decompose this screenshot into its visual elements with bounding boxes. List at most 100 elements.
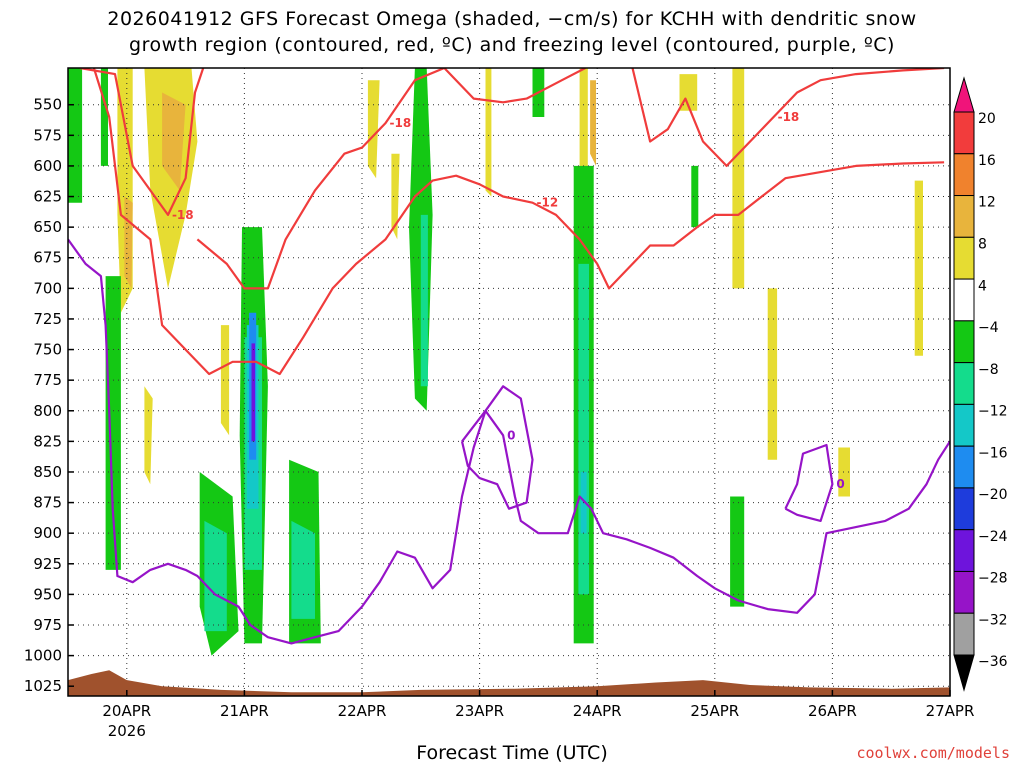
colorbar-swatch-0 (953, 111, 975, 155)
x-tick-label-20APR: 20APR (102, 702, 151, 720)
colorbar: 20 16 12 8 4 −4 −8 −12 −16 −20 −24 −28 −32 −36 (953, 76, 1008, 692)
colorbar-swatch-7 (953, 403, 975, 447)
omega-region-5 (220, 325, 230, 436)
colorbar-label-4: 4 (978, 278, 987, 294)
omega-region-25 (251, 343, 255, 442)
y-tick-label-950: 950 (33, 585, 62, 603)
omega-region-7 (391, 153, 400, 240)
omega-region-13 (767, 288, 778, 460)
colorbar-swatch-9 (953, 487, 975, 531)
x-tick-label-22APR: 22APR (338, 702, 387, 720)
x-tick-label-25APR: 25APR (690, 702, 739, 720)
freezing-contour-label-2: 0 (836, 477, 844, 491)
omega-shading-layer (68, 68, 923, 656)
y-tick-label-800: 800 (33, 402, 62, 420)
colorbar-label-11: −28 (978, 571, 1008, 587)
y-tick-label-825: 825 (33, 432, 62, 450)
colorbar-label-13: −36 (978, 654, 1008, 670)
omega-region-14 (914, 180, 923, 356)
omega-region-3 (162, 92, 186, 191)
dendritic-contour-label-2: -18 (778, 110, 800, 124)
colorbar-swatch-11 (953, 570, 975, 614)
colorbar-label-5: −4 (978, 320, 999, 336)
colorbar-label-6: −8 (978, 362, 999, 378)
x-tick-label-27APR: 27APR (926, 702, 975, 720)
dendritic-contour-label-0: -18 (172, 208, 194, 222)
colorbar-label-12: −32 (978, 612, 1008, 628)
omega-region-20 (204, 520, 227, 632)
y-tick-label-625: 625 (33, 188, 62, 206)
y-tick-label-1025: 1025 (24, 677, 62, 695)
dendritic-contour-1 (196, 68, 586, 290)
freezing-contour-0 (68, 238, 950, 645)
colorbar-swatch-2 (953, 195, 975, 238)
omega-region-4 (144, 386, 153, 485)
x-tick-label-24APR: 24APR (573, 702, 622, 720)
dendritic-contour-3 (92, 68, 945, 376)
freezing-contour-1 (460, 385, 534, 510)
colorbar-label-8: −16 (978, 445, 1008, 461)
grid-layer (68, 68, 951, 696)
y-tick-label-750: 750 (33, 341, 62, 359)
omega-region-1 (124, 196, 133, 289)
omega-region-18 (105, 276, 121, 570)
colorbar-label-10: −24 (978, 529, 1008, 545)
colorbar-label-1: 16 (978, 153, 996, 169)
colorbar-swatch-6 (953, 362, 975, 405)
y-tick-label-700: 700 (33, 279, 62, 297)
terrain-layer (68, 670, 950, 696)
omega-region-10 (590, 80, 596, 166)
x-tick-label-23APR: 23APR (455, 702, 504, 720)
dendritic-contour-2 (631, 68, 945, 167)
y-axis: 550 575 600 625 650 675 700 725 750 775 800 825 850 8… (24, 96, 74, 695)
y-tick-label-650: 650 (33, 218, 62, 236)
omega-region-29 (420, 214, 428, 387)
colorbar-swatch-8 (953, 445, 975, 489)
colorbar-swatch-4 (953, 278, 975, 322)
colorbar-swatch-3 (953, 236, 975, 280)
x-tick-sublabel-20APR: 2026 (108, 722, 146, 740)
colorbar-swatch-1 (953, 153, 975, 197)
omega-region-8 (485, 68, 492, 197)
chart-title-line-2: growth region (contoured, red, ºC) and f… (129, 34, 895, 56)
colorbar-swatch-12 (953, 612, 975, 656)
colorbar-label-2: 12 (978, 195, 996, 211)
freezing-contour-2 (784, 443, 834, 522)
freezing-contour-label-0: 0 (507, 428, 515, 442)
y-tick-label-925: 925 (33, 555, 62, 573)
colorbar-swatch-10 (953, 529, 975, 572)
omega-region-15 (838, 447, 850, 497)
x-axis-label: Forecast Time (UTC) (416, 742, 608, 764)
y-tick-label-975: 975 (33, 616, 62, 634)
colorbar-swatch-5 (953, 320, 975, 364)
colorbar-label-7: −12 (978, 404, 1008, 420)
omega-region-17 (100, 68, 108, 166)
omega-region-27 (291, 520, 315, 619)
credit-text: coolwx.com/models (856, 744, 1010, 762)
y-tick-label-1000: 1000 (24, 647, 62, 665)
colorbar-bottom-triangle (953, 654, 975, 692)
y-tick-label-575: 575 (33, 126, 62, 144)
dendritic-contour-0 (79, 68, 205, 216)
terrain-fill (68, 670, 950, 696)
contour-layer: -18 -18 -18 -12 0 0 (68, 68, 950, 645)
omega-region-35 (730, 496, 745, 607)
colorbar-label-9: −20 (978, 487, 1008, 503)
x-tick-label-26APR: 26APR (808, 702, 857, 720)
omega-region-32 (578, 263, 589, 595)
colorbar-top-triangle (953, 76, 975, 113)
dendritic-contour-label-1: -18 (390, 116, 412, 130)
omega-region-16 (68, 68, 83, 203)
x-tick-label-21APR: 21APR (220, 702, 269, 720)
y-tick-label-900: 900 (33, 524, 62, 542)
omega-region-12 (732, 68, 745, 289)
y-tick-label-550: 550 (33, 96, 62, 114)
plot-frame (67, 67, 951, 697)
omega-region-6 (367, 80, 380, 179)
colorbar-label-3: 8 (978, 236, 987, 252)
y-tick-label-875: 875 (33, 494, 62, 512)
omega-region-34 (691, 165, 699, 228)
colorbar-label-0: 20 (978, 111, 996, 127)
y-tick-label-775: 775 (33, 371, 62, 389)
